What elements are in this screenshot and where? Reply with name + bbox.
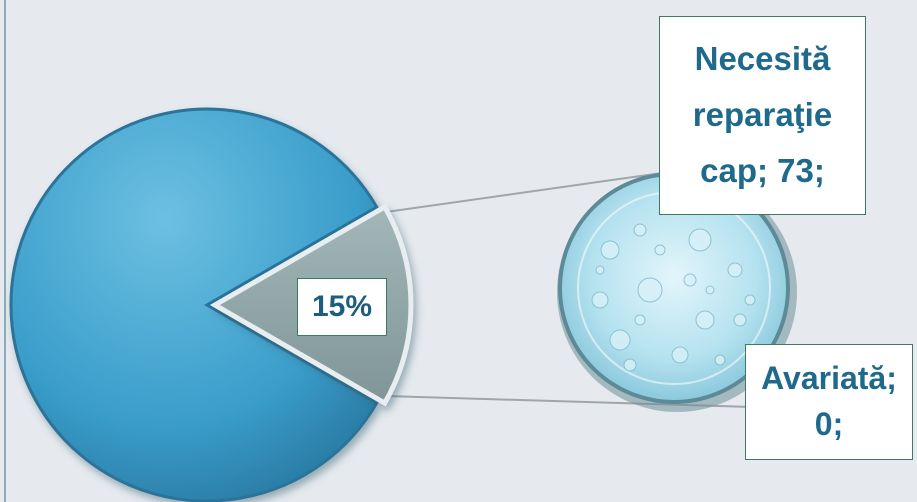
droplet (633, 223, 647, 237)
data-label-line: cap; 73; (700, 152, 825, 189)
data-label-line: 0; (814, 406, 844, 442)
droplet-texture (591, 223, 756, 372)
droplet (634, 314, 646, 326)
droplet (705, 285, 715, 295)
droplet (600, 240, 620, 260)
connector-line-top (385, 172, 663, 213)
droplet (591, 291, 609, 309)
data-label-line: Avariată; (761, 360, 897, 396)
droplet (744, 294, 756, 306)
droplet (671, 346, 689, 364)
droplet (733, 313, 747, 327)
droplet (654, 244, 666, 256)
droplet (695, 310, 715, 330)
droplet (688, 228, 712, 252)
data-label-line: Necesită (694, 40, 831, 77)
droplet (727, 262, 743, 278)
droplet (609, 329, 631, 351)
droplet (623, 358, 637, 372)
data-label-line: reparaţie (692, 96, 833, 133)
droplet (637, 277, 663, 303)
data-label-necesita-reparatie: Necesită reparaţie cap; 73; (659, 16, 866, 215)
data-label-percent: 15% (297, 278, 387, 336)
droplet (714, 354, 726, 366)
droplet (595, 265, 605, 275)
data-label-avariata: Avariată; 0; (745, 344, 913, 460)
droplet (683, 273, 697, 287)
pie-slice-main (9, 107, 379, 502)
